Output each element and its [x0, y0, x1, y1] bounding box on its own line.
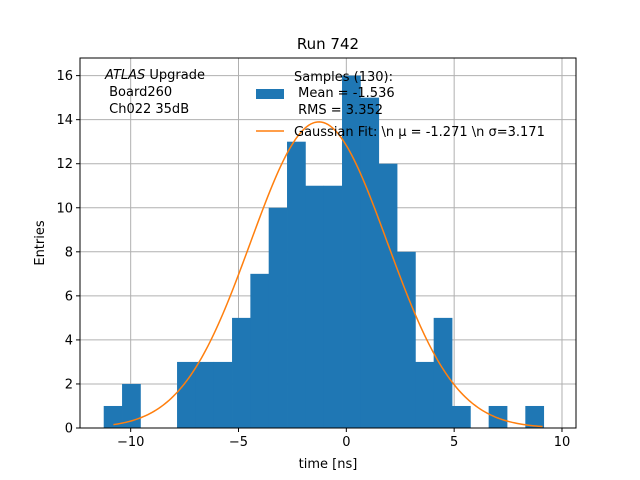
x-axis-label: time [ns]: [299, 457, 358, 472]
legend-fit-label: Gaussian Fit: \n μ = -1.271 \n σ=3.171: [294, 125, 545, 140]
x-tick-label: 0: [342, 435, 350, 450]
histogram-bar: [250, 273, 270, 428]
chart-title: Run 742: [297, 35, 359, 53]
y-tick-label: 14: [56, 113, 73, 128]
x-tick-label: 5: [450, 435, 458, 450]
annotation-block: ATLAS Upgrade Board260 Ch022 35dB: [104, 68, 205, 117]
histogram-bar: [177, 361, 196, 428]
annotation-line-2: Board260: [105, 85, 172, 100]
legend-samples-line-2: Mean = -1.536: [294, 86, 395, 101]
legend-samples-patch: [256, 89, 284, 99]
annotation-italic: ATLAS: [104, 68, 145, 83]
histogram-bars: [103, 75, 545, 429]
legend: Samples (130): Mean = -1.536 RMS = 3.352…: [256, 70, 545, 140]
x-tick-label: 10: [554, 435, 571, 450]
y-axis-label: Entries: [33, 220, 48, 266]
annotation-line-1: ATLAS Upgrade: [104, 68, 205, 83]
histogram-bar: [323, 185, 343, 428]
y-tick-label: 4: [65, 333, 73, 348]
histogram-bar: [122, 383, 141, 428]
histogram-bar: [268, 207, 288, 428]
plot-frame: [79, 57, 577, 429]
histogram-bar: [452, 405, 471, 428]
histogram-bar: [287, 141, 306, 428]
histogram-bar: [378, 163, 398, 428]
annotation-line-3: Ch022 35dB: [105, 102, 189, 117]
x-tick-label: −10: [117, 435, 144, 450]
gaussian-fit-curve: [113, 121, 543, 428]
y-tick-label: 2: [65, 377, 73, 392]
x-tick-label: −5: [229, 435, 248, 450]
legend-samples-line-1: Samples (130):: [294, 70, 393, 85]
histogram-bar: [195, 361, 215, 428]
y-axis-ticks: 0 2 4 6 8 10 12 14 16: [56, 69, 80, 437]
histogram-bar: [213, 361, 233, 428]
y-tick-label: 6: [65, 289, 73, 304]
legend-samples-line-3: RMS = 3.352: [294, 103, 383, 118]
y-tick-label: 12: [56, 157, 73, 172]
y-tick-label: 0: [65, 422, 73, 437]
histogram-bar: [360, 97, 380, 429]
histogram-bar: [415, 361, 435, 428]
x-axis-ticks: −10 −5 0 5 10: [117, 428, 570, 450]
annotation-rest: Upgrade: [145, 68, 205, 83]
histogram-bar: [525, 405, 545, 428]
histogram-bar: [488, 405, 508, 428]
histogram-bar: [305, 185, 325, 428]
y-tick-label: 16: [56, 69, 73, 84]
y-tick-label: 10: [56, 201, 73, 216]
histogram-bar: [433, 317, 453, 428]
histogram-bar: [103, 405, 123, 428]
y-tick-label: 8: [65, 245, 73, 260]
histogram-bar: [397, 251, 416, 428]
histogram-bar: [232, 317, 251, 428]
